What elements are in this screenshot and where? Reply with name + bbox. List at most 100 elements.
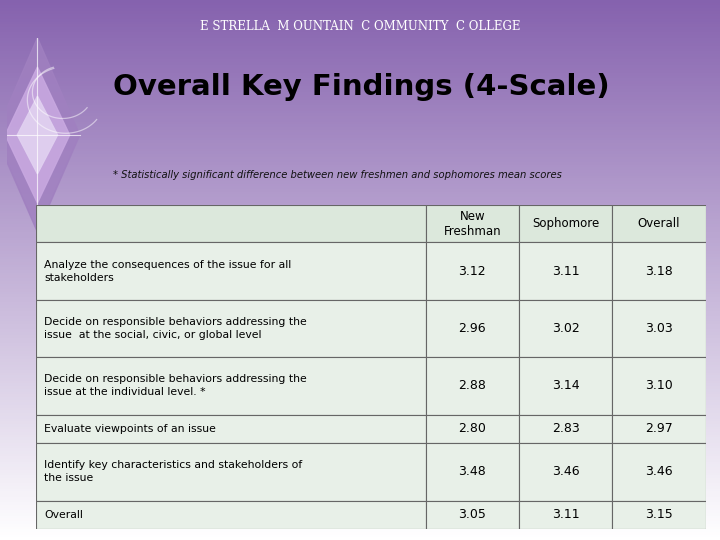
- Bar: [612, 242, 706, 300]
- Bar: [0, 224, 720, 227]
- Bar: [0, 435, 720, 437]
- Bar: [0, 518, 720, 521]
- Text: 2.96: 2.96: [459, 322, 486, 335]
- Bar: [0, 211, 720, 213]
- Bar: [0, 16, 720, 19]
- Text: 3.11: 3.11: [552, 508, 580, 521]
- Bar: [0, 3, 720, 5]
- Bar: [0, 0, 720, 3]
- Bar: [0, 238, 720, 240]
- Bar: [0, 405, 720, 408]
- Bar: [0, 140, 720, 143]
- Text: 3.46: 3.46: [645, 465, 672, 478]
- Bar: [0, 381, 720, 383]
- Bar: [0, 213, 720, 216]
- Bar: [0, 170, 720, 173]
- Bar: [519, 443, 612, 501]
- Bar: [0, 262, 720, 265]
- Bar: [0, 437, 720, 440]
- Bar: [0, 248, 720, 251]
- Text: Overall Key Findings (4-Scale): Overall Key Findings (4-Scale): [113, 73, 610, 101]
- Bar: [0, 338, 720, 340]
- Bar: [0, 429, 720, 432]
- Bar: [426, 300, 519, 357]
- Bar: [0, 362, 720, 364]
- Bar: [0, 354, 720, 356]
- Bar: [0, 356, 720, 359]
- Text: 3.12: 3.12: [459, 265, 486, 278]
- Bar: [0, 119, 720, 122]
- Bar: [36, 501, 426, 529]
- Bar: [36, 300, 426, 357]
- Bar: [0, 340, 720, 343]
- Bar: [0, 49, 720, 51]
- Bar: [0, 197, 720, 200]
- Text: E STRELLA  M OUNTAIN  C OMMUNITY  C OLLEGE: E STRELLA M OUNTAIN C OMMUNITY C OLLEGE: [199, 20, 521, 33]
- Bar: [0, 68, 720, 70]
- Bar: [0, 176, 720, 178]
- Bar: [0, 221, 720, 224]
- Bar: [0, 113, 720, 116]
- Bar: [0, 243, 720, 246]
- Bar: [0, 70, 720, 73]
- Text: 3.15: 3.15: [645, 508, 672, 521]
- Bar: [0, 151, 720, 154]
- Bar: [0, 43, 720, 46]
- Bar: [0, 51, 720, 54]
- Bar: [0, 127, 720, 130]
- Text: 3.46: 3.46: [552, 465, 580, 478]
- Bar: [36, 415, 426, 443]
- Bar: [0, 427, 720, 429]
- Bar: [0, 348, 720, 351]
- Bar: [0, 467, 720, 470]
- Text: 3.14: 3.14: [552, 379, 580, 393]
- Bar: [0, 286, 720, 289]
- Bar: [0, 408, 720, 410]
- Bar: [0, 456, 720, 459]
- Bar: [0, 500, 720, 502]
- Bar: [0, 502, 720, 505]
- Bar: [0, 402, 720, 405]
- Bar: [0, 11, 720, 14]
- Bar: [0, 138, 720, 140]
- Bar: [0, 208, 720, 211]
- Bar: [426, 501, 519, 529]
- Bar: [0, 235, 720, 238]
- Bar: [0, 297, 720, 300]
- Bar: [0, 267, 720, 270]
- Bar: [0, 143, 720, 146]
- Bar: [0, 97, 720, 100]
- Bar: [0, 78, 720, 81]
- Bar: [0, 81, 720, 84]
- Bar: [0, 319, 720, 321]
- Bar: [0, 481, 720, 483]
- Bar: [519, 300, 612, 357]
- Bar: [0, 181, 720, 184]
- Bar: [0, 256, 720, 259]
- Bar: [0, 483, 720, 486]
- Bar: [0, 5, 720, 8]
- Bar: [0, 537, 720, 540]
- Bar: [0, 448, 720, 451]
- Bar: [0, 132, 720, 135]
- Bar: [0, 100, 720, 103]
- Bar: [0, 65, 720, 68]
- Bar: [0, 270, 720, 273]
- Bar: [0, 14, 720, 16]
- Bar: [0, 232, 720, 235]
- Bar: [36, 242, 426, 300]
- Bar: [0, 454, 720, 456]
- Bar: [0, 451, 720, 454]
- Bar: [0, 378, 720, 381]
- Bar: [0, 400, 720, 402]
- Bar: [0, 294, 720, 297]
- Bar: [0, 89, 720, 92]
- Bar: [0, 278, 720, 281]
- Bar: [0, 335, 720, 338]
- Bar: [0, 251, 720, 254]
- Bar: [0, 497, 720, 500]
- Bar: [612, 205, 706, 242]
- Bar: [0, 359, 720, 362]
- Bar: [0, 413, 720, 416]
- Bar: [0, 424, 720, 427]
